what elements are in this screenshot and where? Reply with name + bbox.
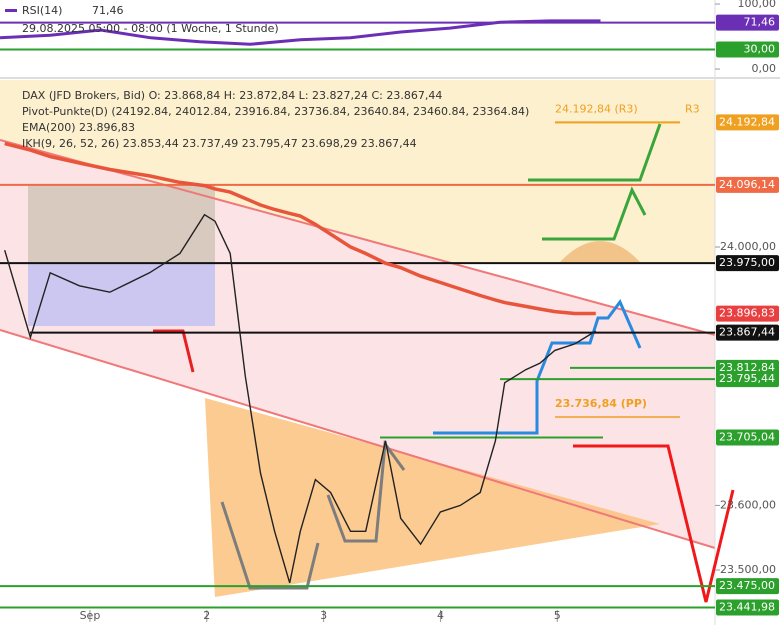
level-label: 23.975,00 xyxy=(719,256,775,269)
level-label: 71,46 xyxy=(744,16,776,29)
annotation: 24.192,84 (R3) xyxy=(555,102,638,115)
y-tick-label: 23.500,00 xyxy=(720,563,776,576)
green-arrow xyxy=(542,186,647,241)
level-box xyxy=(716,41,779,58)
level-label: 23.441,98 xyxy=(719,601,775,614)
level-label: 24.096,14 xyxy=(719,178,775,191)
y-tick-label: 23.600,00 xyxy=(720,498,776,511)
y-tick-label: 24.000,00 xyxy=(720,240,776,253)
legend-swatch xyxy=(5,9,17,12)
red-arrow xyxy=(153,329,195,373)
triangle xyxy=(205,398,660,597)
gray-arrow xyxy=(326,439,406,543)
level-box xyxy=(716,429,779,446)
level-label: 23.812,84 xyxy=(719,361,775,374)
blue-arrow xyxy=(433,299,642,435)
legend-line: Pivot-Punkte(D) (24192.84, 24012.84, 239… xyxy=(22,105,529,118)
x-tick-label: Sep xyxy=(80,609,101,622)
y-tick-label: 0,00 xyxy=(752,62,777,75)
series-line xyxy=(0,19,601,46)
annotation: 23.736,84 (PP) xyxy=(555,397,647,410)
range-box-lower xyxy=(28,262,215,326)
x-tick-label: 2 xyxy=(203,609,210,622)
level-label: 30,00 xyxy=(744,43,776,56)
x-tick-label: 3 xyxy=(320,609,327,622)
x-tick-label: 5 xyxy=(554,609,561,622)
level-label: 23.475,00 xyxy=(719,579,775,592)
green-arrow xyxy=(528,123,662,182)
y-tick-label: 100,00 xyxy=(738,0,777,10)
level-box xyxy=(716,371,779,388)
level-label: 23.896,83 xyxy=(719,307,775,320)
drawings xyxy=(153,123,735,603)
level-box xyxy=(716,305,779,322)
level-label: 23.795,44 xyxy=(719,372,775,385)
level-box xyxy=(716,255,779,272)
legend-name: RSI(14) xyxy=(22,4,62,17)
level-box xyxy=(716,324,779,341)
legend-line: EMA(200) 23.896,83 xyxy=(22,121,135,134)
legend-line: IKH(9, 26, 52, 26) 23.853,44 23.737,49 2… xyxy=(22,137,417,150)
level-label: 24.192,84 xyxy=(719,115,775,128)
series-line xyxy=(4,213,597,584)
title: DAX (JFD Brokers, Bid) O: 23.868,84 H: 2… xyxy=(22,89,442,102)
legend-value: 71,46 xyxy=(92,4,124,17)
range-box-upper xyxy=(28,185,215,262)
level-box xyxy=(716,114,779,131)
level-label: 23.867,44 xyxy=(719,326,775,339)
series-line xyxy=(4,141,596,316)
level-box xyxy=(716,176,779,193)
red-arrow xyxy=(573,444,735,603)
channel-line xyxy=(0,329,716,549)
subtitle: 29.08.2025 05:00 - 08:00 (1 Woche, 1 Stu… xyxy=(22,22,279,35)
gray-arrow xyxy=(220,501,320,590)
arc xyxy=(560,241,640,262)
annotation: R3 xyxy=(685,102,700,115)
level-label: 23.705,04 xyxy=(719,431,775,444)
level-box xyxy=(716,599,779,616)
level-box xyxy=(716,578,779,595)
x-tick-label: 4 xyxy=(437,609,444,622)
level-box xyxy=(716,14,779,31)
